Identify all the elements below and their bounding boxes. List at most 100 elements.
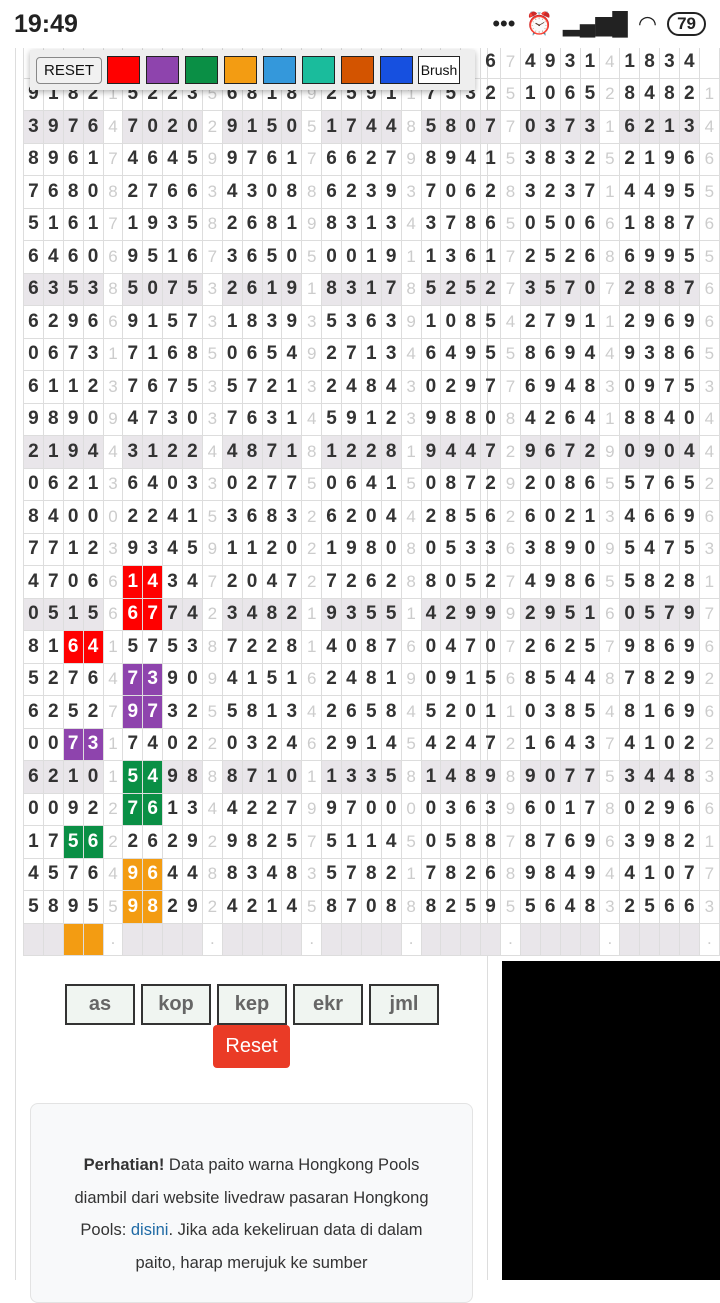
- digit-cell[interactable]: 7: [162, 597, 183, 631]
- digit-cell[interactable]: 2: [162, 435, 183, 469]
- separator-cell[interactable]: 1: [698, 77, 720, 111]
- digit-cell[interactable]: 6: [321, 175, 342, 209]
- highlighted-cell[interactable]: 6: [142, 857, 164, 891]
- digit-cell[interactable]: 3: [519, 272, 541, 306]
- separator-cell[interactable]: 7: [500, 630, 521, 664]
- digit-cell[interactable]: 2: [380, 402, 402, 436]
- digit-cell[interactable]: 9: [281, 305, 303, 339]
- digit-cell[interactable]: 0: [62, 565, 84, 599]
- digit-cell[interactable]: 4: [182, 597, 203, 631]
- separator-cell[interactable]: 5: [201, 500, 223, 534]
- separator-cell[interactable]: 9: [500, 467, 521, 501]
- digit-cell[interactable]: 2: [341, 500, 362, 534]
- digit-cell[interactable]: 7: [281, 467, 303, 501]
- digit-cell[interactable]: 0: [559, 207, 581, 241]
- digit-cell[interactable]: 9: [380, 175, 402, 209]
- separator-cell[interactable]: 6: [698, 272, 720, 306]
- digit-cell[interactable]: 0: [619, 435, 641, 469]
- brush-button[interactable]: Brush: [418, 56, 460, 84]
- digit-cell[interactable]: 9: [539, 45, 561, 79]
- digit-cell[interactable]: 5: [62, 695, 84, 729]
- digit-cell[interactable]: 2: [619, 142, 641, 176]
- digit-cell[interactable]: 9: [122, 305, 144, 339]
- digit-cell[interactable]: 4: [678, 435, 700, 469]
- digit-cell[interactable]: 7: [659, 370, 680, 404]
- separator-cell[interactable]: 5: [698, 240, 720, 274]
- digit-cell[interactable]: 3: [142, 532, 164, 566]
- digit-cell[interactable]: 1: [221, 532, 243, 566]
- digit-cell[interactable]: 6: [321, 142, 342, 176]
- digit-cell[interactable]: 8: [460, 760, 482, 794]
- digit-cell[interactable]: 6: [579, 207, 601, 241]
- digit-cell[interactable]: 3: [241, 175, 263, 209]
- digit-cell[interactable]: 1: [162, 240, 183, 274]
- digit-cell[interactable]: 5: [321, 305, 342, 339]
- digit-cell[interactable]: 0: [221, 727, 243, 761]
- digit-cell[interactable]: 8: [62, 175, 84, 209]
- separator-cell[interactable]: 2: [102, 825, 124, 859]
- digit-cell[interactable]: 5: [221, 370, 243, 404]
- digit-cell[interactable]: 0: [420, 370, 442, 404]
- color-swatch[interactable]: [380, 56, 413, 84]
- digit-cell[interactable]: 2: [341, 175, 362, 209]
- digit-cell[interactable]: 2: [440, 370, 462, 404]
- digit-cell[interactable]: 9: [519, 857, 541, 891]
- digit-cell[interactable]: 5: [579, 695, 601, 729]
- digit-cell[interactable]: 9: [460, 370, 482, 404]
- digit-cell[interactable]: 5: [480, 305, 501, 339]
- separator-cell[interactable]: 3: [201, 402, 223, 436]
- separator-cell[interactable]: 8: [201, 857, 223, 891]
- separator-cell[interactable]: 5: [500, 207, 521, 241]
- separator-cell[interactable]: 8: [400, 272, 422, 306]
- digit-cell[interactable]: 0: [261, 175, 283, 209]
- separator-cell[interactable]: 2: [201, 890, 223, 924]
- digit-cell[interactable]: 1: [579, 597, 601, 631]
- separator-cell[interactable]: 6: [698, 792, 720, 826]
- digit-cell[interactable]: 1: [281, 207, 303, 241]
- separator-cell[interactable]: 4: [500, 305, 521, 339]
- digit-cell[interactable]: 8: [678, 565, 700, 599]
- separator-cell[interactable]: 3: [599, 890, 621, 924]
- digit-cell[interactable]: 6: [579, 467, 601, 501]
- separator-cell[interactable]: 9: [301, 792, 323, 826]
- digit-cell[interactable]: 6: [241, 402, 263, 436]
- separator-cell[interactable]: 7: [500, 565, 521, 599]
- digit-cell[interactable]: 3: [360, 760, 382, 794]
- digit-cell[interactable]: 5: [261, 240, 283, 274]
- separator-cell[interactable]: 6: [599, 207, 621, 241]
- digit-cell[interactable]: 3: [162, 695, 183, 729]
- digit-cell[interactable]: 1: [460, 662, 482, 696]
- digit-cell[interactable]: 5: [82, 597, 104, 631]
- digit-cell[interactable]: 8: [321, 272, 342, 306]
- digit-cell[interactable]: 8: [241, 825, 263, 859]
- separator-cell[interactable]: 3: [400, 402, 422, 436]
- digit-cell[interactable]: 2: [360, 142, 382, 176]
- digit-cell[interactable]: 4: [460, 435, 482, 469]
- digit-cell[interactable]: 8: [221, 857, 243, 891]
- digit-cell[interactable]: 2: [82, 370, 104, 404]
- digit-cell[interactable]: 9: [380, 240, 402, 274]
- digit-cell[interactable]: 5: [162, 305, 183, 339]
- separator-cell[interactable]: 1: [400, 857, 422, 891]
- digit-cell[interactable]: 5: [142, 240, 164, 274]
- digit-cell[interactable]: 9: [182, 890, 203, 924]
- separator-cell[interactable]: 7: [500, 370, 521, 404]
- digit-cell[interactable]: 6: [539, 890, 561, 924]
- digit-cell[interactable]: 6: [539, 727, 561, 761]
- digit-cell[interactable]: 6: [519, 500, 541, 534]
- separator-cell[interactable]: 4: [599, 857, 621, 891]
- color-swatch[interactable]: [107, 56, 140, 84]
- digit-cell[interactable]: 4: [380, 727, 402, 761]
- digit-cell[interactable]: 5: [82, 890, 104, 924]
- digit-cell[interactable]: 7: [162, 272, 183, 306]
- digit-cell[interactable]: 4: [281, 890, 303, 924]
- digit-cell[interactable]: [261, 922, 283, 956]
- digit-cell[interactable]: 9: [460, 597, 482, 631]
- digit-cell[interactable]: 0: [281, 760, 303, 794]
- digit-cell[interactable]: 0: [221, 337, 243, 371]
- digit-cell[interactable]: 5: [539, 272, 561, 306]
- digit-cell[interactable]: 1: [380, 662, 402, 696]
- digit-cell[interactable]: 1: [519, 77, 541, 111]
- separator-cell[interactable]: 2: [698, 727, 720, 761]
- separator-cell[interactable]: 5: [698, 337, 720, 371]
